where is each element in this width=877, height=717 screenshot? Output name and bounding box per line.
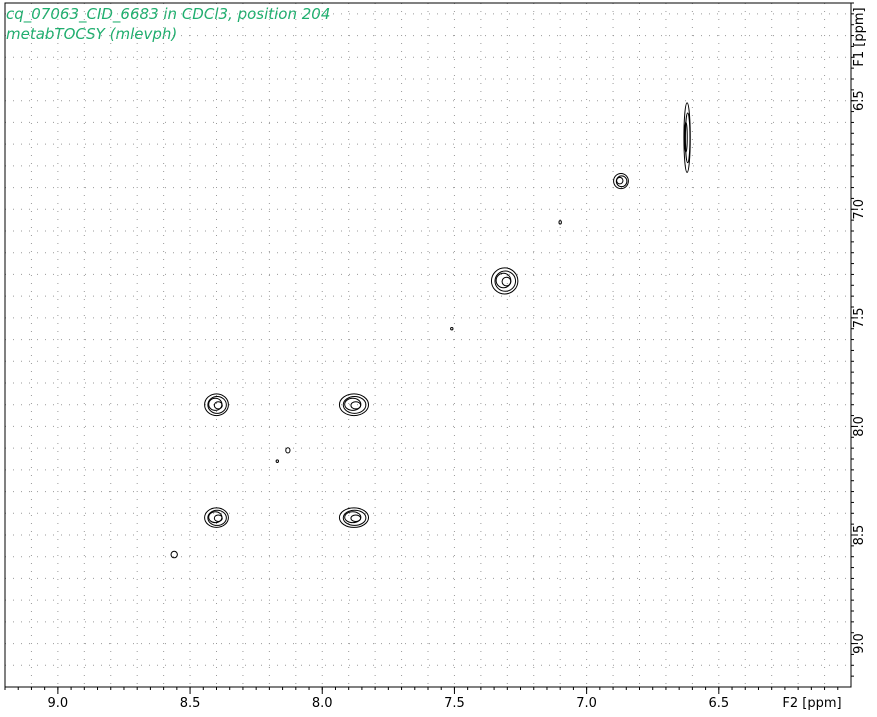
contour-peak [683,102,691,173]
contour-level [275,459,280,463]
y-axis-label: F1 [ppm] [852,7,867,66]
contour-level [207,509,227,526]
contour-level [494,270,517,292]
x-axis-label: F2 [ppm] [782,696,841,711]
contour-level [213,514,223,522]
contour-level [558,220,562,225]
contour-peak [613,172,629,190]
contour-level [684,112,691,164]
contour-peak [275,459,280,463]
y-tick-label: 8.5 [852,525,867,546]
contour-level [204,393,229,417]
contour-level [204,507,229,528]
contour-peak [204,507,229,528]
contour-level [613,172,629,190]
x-tick-label: 8.5 [180,696,201,711]
contour-level [338,393,370,417]
x-tick-label: 9.0 [48,696,69,711]
contour-level [338,507,370,528]
y-tick-label: 9.0 [852,633,867,654]
contour-level [213,401,223,410]
contour-peak [490,267,519,295]
contour-peak [450,327,454,331]
contour-peak [338,507,370,528]
contour-peak [170,550,178,559]
plot-frame [4,2,852,688]
contour-peak [338,393,370,417]
contour-level [450,327,454,331]
y-tick-label: 8.0 [852,416,867,437]
contour-level [616,176,624,185]
contour-level [342,509,367,526]
chart-title: cq_07063_CID_6683 in CDCl3, position 204 [6,5,331,23]
contour-level [285,447,291,454]
chart-subtitle: metabTOCSY (mlevph) [6,25,178,43]
contour-peak [558,220,562,225]
x-tick-label: 8.0 [312,696,333,711]
contour-level [350,401,362,410]
contour-peak [204,393,229,417]
contour-level [501,276,512,287]
contour-level [207,395,227,414]
contour-level [170,550,178,559]
x-tick-label: 6.5 [708,696,729,711]
contour-level [342,395,367,414]
y-tick-label: 7.5 [852,308,867,329]
x-tick-label: 7.5 [444,696,465,711]
contour-peak [285,447,291,454]
contour-level [350,514,362,522]
contour-level [490,267,519,295]
contour-level [684,121,688,153]
y-tick-label: 7.0 [852,199,867,220]
y-tick-label: 6.5 [852,90,867,111]
x-tick-label: 7.0 [576,696,597,711]
